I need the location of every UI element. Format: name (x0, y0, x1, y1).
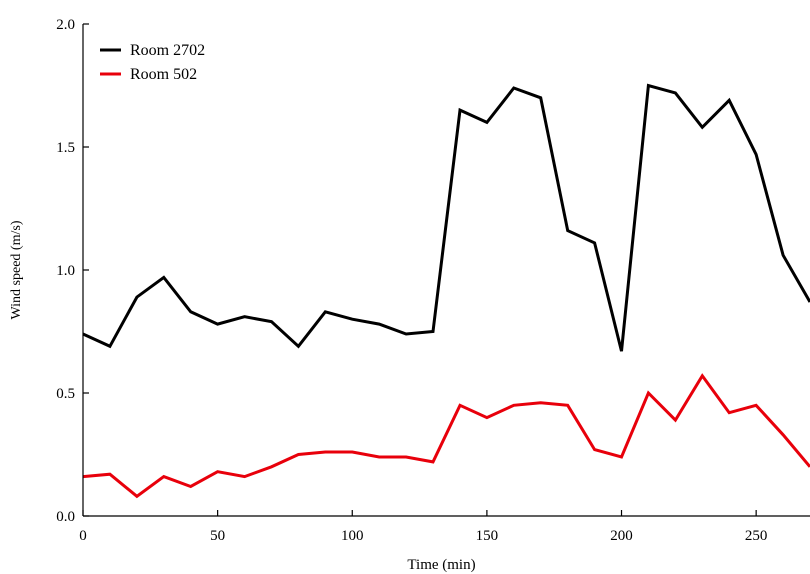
y-tick-label: 2.0 (56, 17, 75, 33)
x-tick-label: 200 (610, 528, 633, 544)
series-line-1 (82, 83, 810, 352)
y-tick-label: 1.0 (56, 263, 75, 279)
x-tick-label: 0 (79, 528, 87, 544)
y-tick-label: 0.0 (56, 509, 75, 525)
x-tick-label: 250 (745, 528, 768, 544)
legend: Room 2702 Room 502 (100, 42, 205, 83)
series-line-2 (82, 373, 810, 499)
axes (82, 24, 810, 517)
y-ticks: 0.0 0.5 1.0 1.5 2.0 (56, 17, 89, 525)
y-tick-label: 1.5 (56, 140, 75, 156)
x-tick-label: 100 (341, 528, 364, 544)
legend-label-1: Room 2702 (130, 42, 205, 59)
x-ticks: 0 50 100 150 200 250 (79, 510, 767, 544)
x-tick-label: 150 (476, 528, 499, 544)
x-axis-label: Time (min) (407, 557, 475, 573)
y-axis-label: Wind speed (m/s) (9, 220, 24, 319)
y-tick-label: 0.5 (56, 386, 75, 402)
legend-label-2: Room 502 (130, 66, 197, 83)
series-layer (82, 83, 810, 499)
x-tick-label: 50 (210, 528, 225, 544)
